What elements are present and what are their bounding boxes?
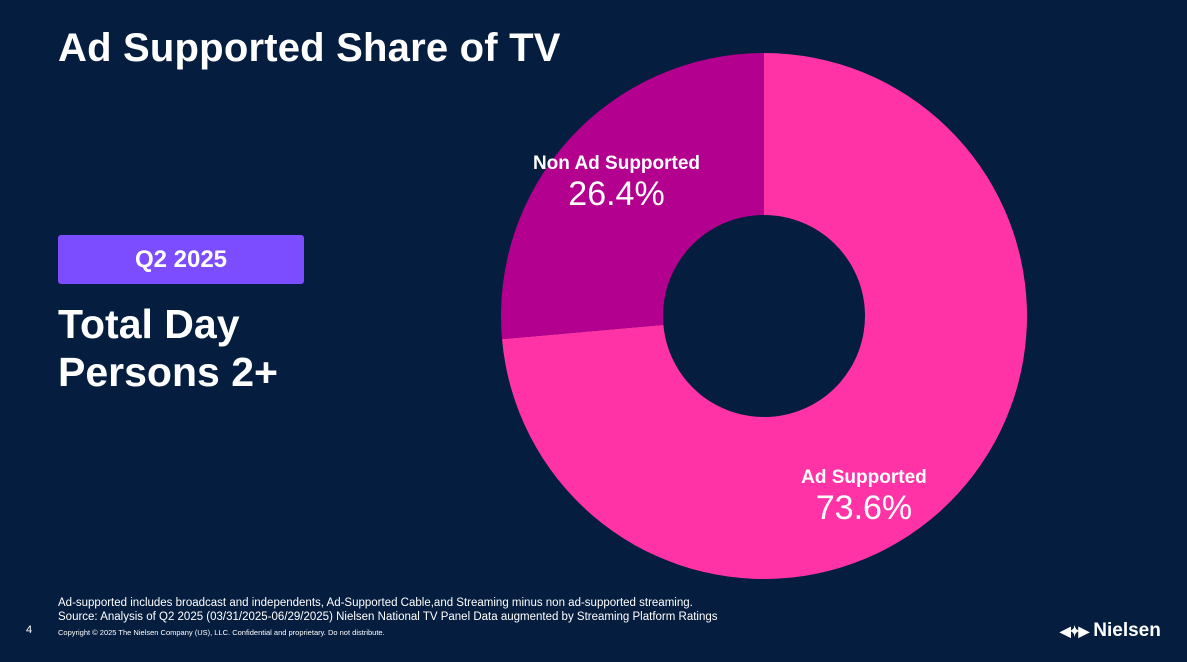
footnote-source: Source: Analysis of Q2 2025 (03/31/2025-… (58, 611, 718, 623)
page-number: 4 (26, 624, 33, 636)
slice-ad-supported (502, 53, 1027, 579)
slice-label-value: 26.4% (568, 175, 664, 213)
audience-line-1: Total Day (58, 301, 240, 347)
nielsen-logo-icon: ◀✦▶ (1060, 622, 1089, 639)
donut-slices (500, 53, 1027, 579)
slice-label-value: 73.6% (816, 489, 912, 527)
slice-label-name: Non Ad Supported (533, 153, 700, 174)
period-badge: Q2 2025 (58, 235, 304, 284)
logo-text: Nielsen (1093, 620, 1161, 641)
page-title: Ad Supported Share of TV (58, 26, 561, 70)
audience-line-2: Persons 2+ (58, 349, 278, 395)
footnote-definition: Ad-supported includes broadcast and inde… (58, 597, 693, 609)
audience-label: Total Day Persons 2+ (58, 300, 278, 396)
nielsen-logo: ◀✦▶ Nielsen (1060, 620, 1161, 642)
copyright-text: Copyright © 2025 The Nielsen Company (US… (58, 628, 385, 637)
footnotes: Ad-supported includes broadcast and inde… (58, 596, 718, 639)
slice-label-name: Ad Supported (801, 467, 927, 488)
slice-non-ad-supported (500, 53, 764, 340)
